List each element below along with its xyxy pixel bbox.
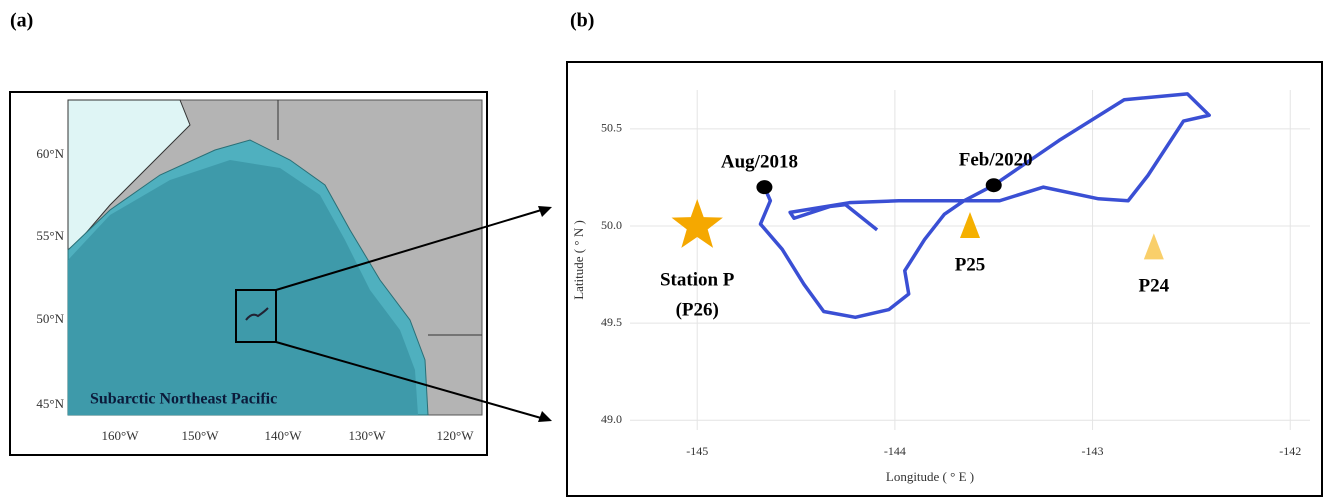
station-label: Station P: [660, 269, 735, 290]
lat-label: 50°N: [36, 311, 64, 326]
panel-label: (a): [10, 10, 33, 32]
lat-label: 60°N: [36, 146, 64, 161]
lat-label: 45°N: [36, 396, 64, 411]
station-label: P25: [955, 254, 986, 275]
lon-label: 130°W: [349, 428, 387, 443]
marker-label: Aug/2018: [721, 152, 798, 173]
station-label: P24: [1139, 276, 1170, 297]
x-tick-label: -143: [1082, 444, 1104, 458]
lon-label: 120°W: [437, 428, 475, 443]
y-tick-label: 49.5: [601, 315, 622, 329]
region-label: Subarctic Northeast Pacific: [90, 391, 277, 408]
arrow-head: [538, 206, 552, 217]
x-axis-label: Longitude ( ° E ): [886, 469, 974, 484]
y-tick-label: 49.0: [601, 412, 622, 426]
x-tick-label: -145: [686, 444, 708, 458]
lat-label: 55°N: [36, 228, 64, 243]
marker-label: Feb/2020: [959, 150, 1033, 171]
page: (a) (b) Subarctic Northeast Pacific 60°N…: [0, 0, 1325, 497]
y-tick-label: 50.0: [601, 218, 622, 232]
lon-label: 140°W: [265, 428, 303, 443]
x-tick-label: -144: [884, 444, 906, 458]
lon-label: 150°W: [182, 428, 220, 443]
station-sublabel: (P26): [676, 299, 719, 320]
y-axis-label: Latitude ( ° N ): [571, 220, 586, 300]
y-tick-label: 50.5: [601, 121, 622, 135]
panel-label: (b): [570, 10, 594, 32]
figure: (a) (b) Subarctic Northeast Pacific 60°N…: [0, 0, 1325, 497]
time-marker: [756, 180, 772, 194]
lon-label: 160°W: [102, 428, 140, 443]
time-marker: [986, 178, 1002, 192]
arrow-head: [538, 411, 552, 422]
x-tick-label: -142: [1279, 444, 1301, 458]
